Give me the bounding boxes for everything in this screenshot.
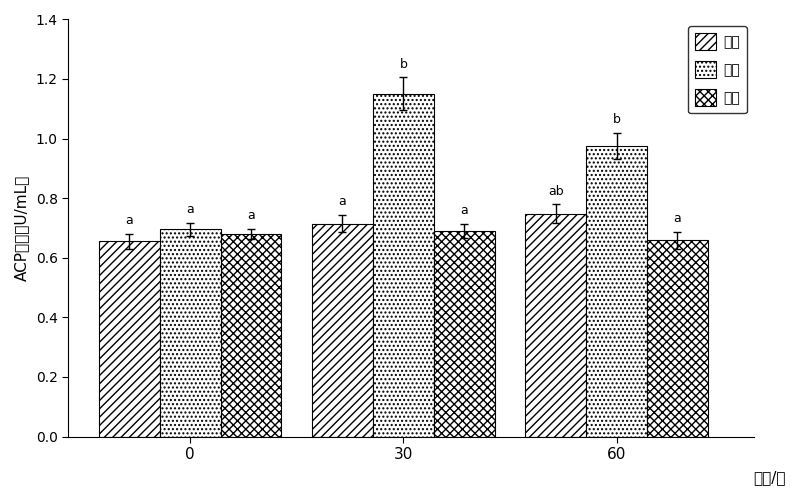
Bar: [373, 94, 434, 436]
Text: 时间/天: 时间/天: [754, 470, 786, 485]
Text: b: b: [613, 113, 621, 126]
Text: ab: ab: [548, 185, 563, 197]
Text: a: a: [247, 209, 255, 222]
Bar: [586, 146, 647, 436]
Text: a: a: [186, 203, 194, 216]
Text: a: a: [126, 214, 133, 227]
Bar: [221, 234, 282, 436]
Bar: [98, 242, 160, 436]
Bar: [525, 214, 586, 436]
Text: b: b: [399, 58, 407, 71]
Text: a: a: [674, 212, 682, 225]
Text: a: a: [338, 195, 346, 208]
Bar: [160, 230, 221, 436]
Bar: [312, 224, 373, 436]
Y-axis label: ACP活性（U/mL）: ACP活性（U/mL）: [14, 175, 29, 281]
Legend: 单一, 复合, 对照: 单一, 复合, 对照: [688, 26, 746, 113]
Bar: [647, 241, 708, 436]
Bar: [434, 231, 494, 436]
Text: a: a: [460, 204, 468, 217]
